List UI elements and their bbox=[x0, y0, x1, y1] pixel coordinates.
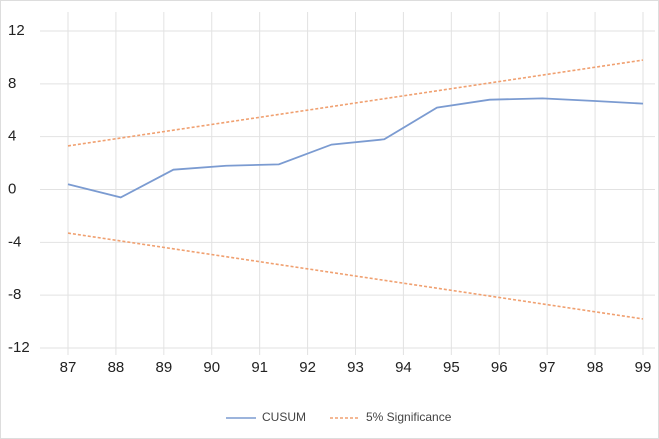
legend-label: CUSUM bbox=[262, 410, 306, 424]
y-tick-label: -12 bbox=[8, 339, 30, 356]
y-tick-label: 12 bbox=[8, 22, 25, 39]
x-tick-label: 92 bbox=[299, 359, 316, 376]
y-tick-label: -8 bbox=[8, 286, 21, 303]
y-tick-label: -4 bbox=[8, 233, 21, 250]
x-tick-label: 96 bbox=[491, 359, 508, 376]
x-tick-label: 97 bbox=[539, 359, 556, 376]
series-line bbox=[67, 232, 644, 320]
x-tick-label: 88 bbox=[108, 359, 125, 376]
x-tick-label: 99 bbox=[635, 359, 652, 376]
series-line bbox=[67, 59, 644, 147]
x-tick-label: 87 bbox=[60, 359, 77, 376]
x-tick-label: 89 bbox=[155, 359, 172, 376]
y-tick-label: 4 bbox=[8, 128, 16, 145]
x-tick-label: 94 bbox=[395, 359, 412, 376]
x-tick-label: 95 bbox=[443, 359, 460, 376]
y-tick-label: 8 bbox=[8, 75, 16, 92]
x-tick-label: 93 bbox=[347, 359, 364, 376]
x-tick-label: 91 bbox=[251, 359, 268, 376]
series-line bbox=[67, 97, 644, 199]
legend-label: 5% Significance bbox=[366, 410, 452, 424]
x-tick-label: 90 bbox=[203, 359, 220, 376]
x-tick-label: 98 bbox=[587, 359, 604, 376]
y-tick-label: 0 bbox=[8, 180, 16, 197]
